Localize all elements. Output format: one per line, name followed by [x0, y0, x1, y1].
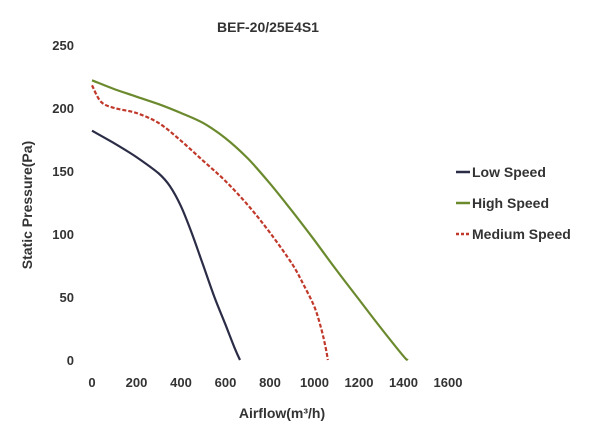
x-tick-label: 1400 — [389, 375, 418, 390]
legend-label-high-speed: High Speed — [472, 195, 549, 211]
y-axis-label: Static Pressure(Pa) — [19, 141, 35, 269]
x-tick-label: 200 — [126, 375, 148, 390]
y-tick-label: 200 — [52, 101, 74, 116]
legend: Low Speed High Speed Medium Speed — [456, 164, 571, 242]
y-tick-labels: 0 50 100 150 200 250 — [52, 38, 74, 368]
chart-title: BEF-20/25E4S1 — [217, 19, 319, 35]
x-tick-label: 1600 — [434, 375, 463, 390]
series-lines — [91, 79, 409, 362]
x-axis-label: Airflow(m³/h) — [239, 405, 325, 421]
x-tick-label: 800 — [259, 375, 281, 390]
x-tick-labels: 0 200 400 600 800 1000 1200 1400 1600 — [88, 375, 462, 390]
legend-label-medium-speed: Medium Speed — [472, 226, 571, 242]
series-line-medium-speed — [91, 84, 329, 361]
y-tick-label: 250 — [52, 38, 74, 53]
y-tick-label: 50 — [60, 290, 74, 305]
legend-label-low-speed: Low Speed — [472, 164, 546, 180]
series-line-high-speed — [91, 79, 409, 362]
x-tick-label: 600 — [215, 375, 237, 390]
y-tick-label: 100 — [52, 227, 74, 242]
x-tick-label: 400 — [170, 375, 192, 390]
x-tick-label: 1200 — [345, 375, 374, 390]
x-tick-label: 0 — [88, 375, 95, 390]
x-tick-label: 1000 — [300, 375, 329, 390]
series-line-low-speed — [91, 129, 241, 361]
y-tick-label: 150 — [52, 164, 74, 179]
y-tick-label: 0 — [67, 353, 74, 368]
